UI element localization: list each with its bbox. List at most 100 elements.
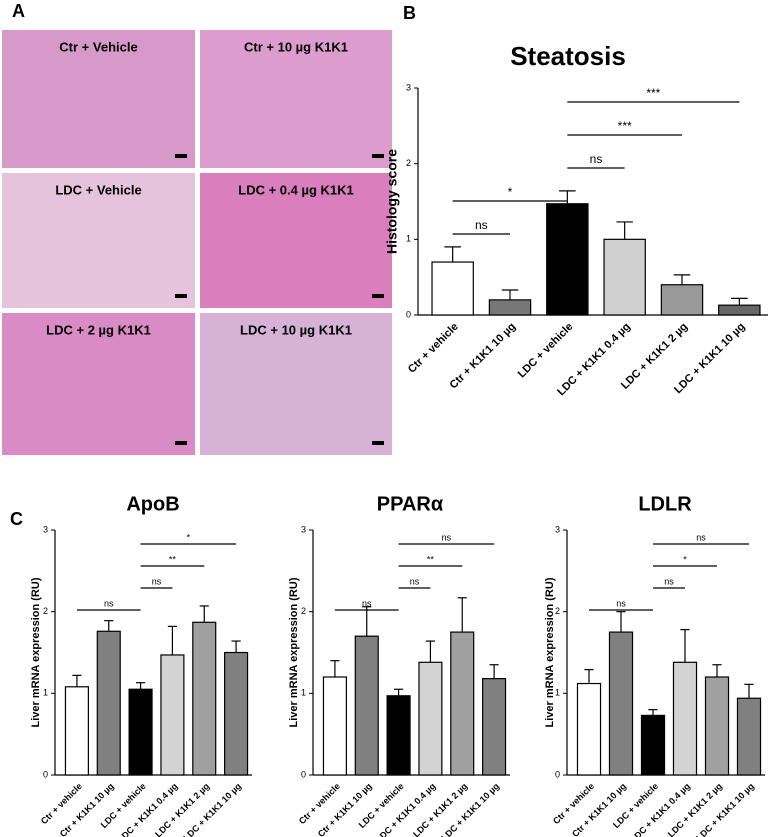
significance-label: ns — [696, 532, 706, 542]
bar — [192, 621, 217, 776]
error-bar — [167, 625, 178, 655]
significance-label: ns — [616, 598, 626, 608]
bar — [736, 697, 762, 776]
scale-bar — [372, 154, 384, 158]
bar — [640, 714, 666, 776]
bar — [160, 654, 185, 776]
error-bar — [104, 620, 114, 632]
error-bar — [616, 611, 626, 633]
image-label: Ctr + 10 µg K1K1 — [244, 39, 348, 54]
chart-title: PPARα — [377, 493, 444, 515]
y-tick-label: 1 — [43, 688, 48, 698]
error-bar — [457, 597, 467, 633]
y-tick-label: 0 — [43, 769, 48, 779]
bar — [660, 284, 704, 316]
scale-bar — [372, 441, 384, 445]
x-tick-label: Ctr + vehicle — [406, 321, 461, 376]
error-bar — [680, 629, 690, 663]
panel-label: B — [403, 3, 416, 23]
bar — [546, 203, 589, 316]
error-bar — [731, 297, 748, 306]
bar — [431, 261, 474, 316]
image-label: Ctr + Vehicle — [59, 39, 137, 54]
significance-label: ns — [104, 598, 114, 608]
bar — [450, 631, 475, 776]
image-label: LDC + 10 µg K1K1 — [240, 322, 352, 337]
significance-label: * — [187, 532, 191, 542]
significance-label: * — [508, 185, 513, 199]
y-tick-label: 2 — [555, 606, 560, 616]
histology-image — [200, 173, 392, 308]
chart-title: ApoB — [126, 493, 179, 515]
significance-label: ** — [169, 554, 177, 564]
error-bar — [648, 709, 658, 716]
significance-label: ns — [362, 598, 372, 608]
significance-label: ns — [442, 532, 452, 542]
error-bar — [584, 669, 594, 684]
bar — [718, 304, 761, 316]
error-bar — [425, 640, 436, 663]
bar — [608, 631, 634, 776]
bar — [482, 678, 507, 776]
bar — [418, 661, 443, 776]
y-tick-label: 0 — [301, 769, 306, 779]
image-label: LDC + 0.4 µg K1K1 — [238, 182, 354, 197]
scale-bar — [175, 294, 187, 298]
significance-label: ns — [475, 218, 488, 232]
x-tick-label: LDC + K1K1 10 µg — [181, 781, 243, 837]
significance-label: ns — [410, 576, 420, 586]
y-tick-label: 3 — [555, 524, 560, 534]
error-bar — [231, 640, 241, 653]
x-tick-label: LDC + K1K1 10 µg — [694, 781, 756, 837]
image-label: LDC + 2 µg K1K1 — [46, 322, 151, 337]
y-tick-label: 0 — [406, 309, 411, 319]
error-bar — [135, 682, 146, 690]
error-bar — [616, 221, 633, 240]
bar — [386, 695, 411, 776]
bar — [64, 686, 89, 776]
significance-label: ** — [427, 554, 435, 564]
error-bar — [393, 688, 404, 696]
y-axis-label: Liver mRNA expression (RU) — [544, 577, 556, 727]
histology-image — [200, 313, 392, 455]
error-bar — [501, 289, 519, 300]
bar — [704, 676, 730, 776]
bar — [128, 688, 153, 776]
histology-image — [2, 313, 195, 455]
y-tick-label: 2 — [301, 606, 306, 616]
bar — [672, 661, 698, 776]
y-tick-label: 3 — [43, 524, 48, 534]
y-tick-label: 1 — [555, 688, 560, 698]
chart-title: Steatosis — [510, 41, 626, 71]
y-axis-label: Histology score — [384, 149, 400, 254]
bar — [576, 682, 602, 776]
histology-image — [200, 30, 392, 168]
chart-title: LDLR — [638, 493, 692, 515]
error-bar — [489, 664, 499, 679]
error-bar — [330, 660, 340, 677]
y-tick-label: 3 — [406, 82, 411, 92]
bar — [603, 238, 646, 316]
error-bar — [444, 246, 461, 263]
y-tick-label: 0 — [555, 769, 560, 779]
scale-bar — [372, 294, 384, 298]
y-tick-label: 2 — [43, 606, 48, 616]
significance-label: ns — [590, 152, 603, 166]
significance-label: *** — [618, 119, 632, 133]
error-bar — [72, 674, 82, 687]
bar — [488, 299, 532, 316]
y-tick-label: 1 — [406, 234, 411, 244]
error-bar — [744, 683, 754, 699]
scale-bar — [175, 441, 187, 445]
x-tick-label: LDC + K1K1 10 µg — [439, 781, 501, 837]
significance-label: * — [683, 554, 687, 564]
panel-label: C — [10, 509, 23, 529]
significance-label: ns — [664, 576, 674, 586]
histology-image — [2, 30, 195, 168]
bar — [354, 635, 379, 776]
image-label: LDC + Vehicle — [55, 182, 141, 197]
bar — [96, 630, 121, 776]
y-axis-label: Liver mRNA expression (RU) — [30, 577, 42, 727]
significance-label: ns — [152, 576, 162, 586]
y-tick-label: 2 — [406, 158, 411, 168]
